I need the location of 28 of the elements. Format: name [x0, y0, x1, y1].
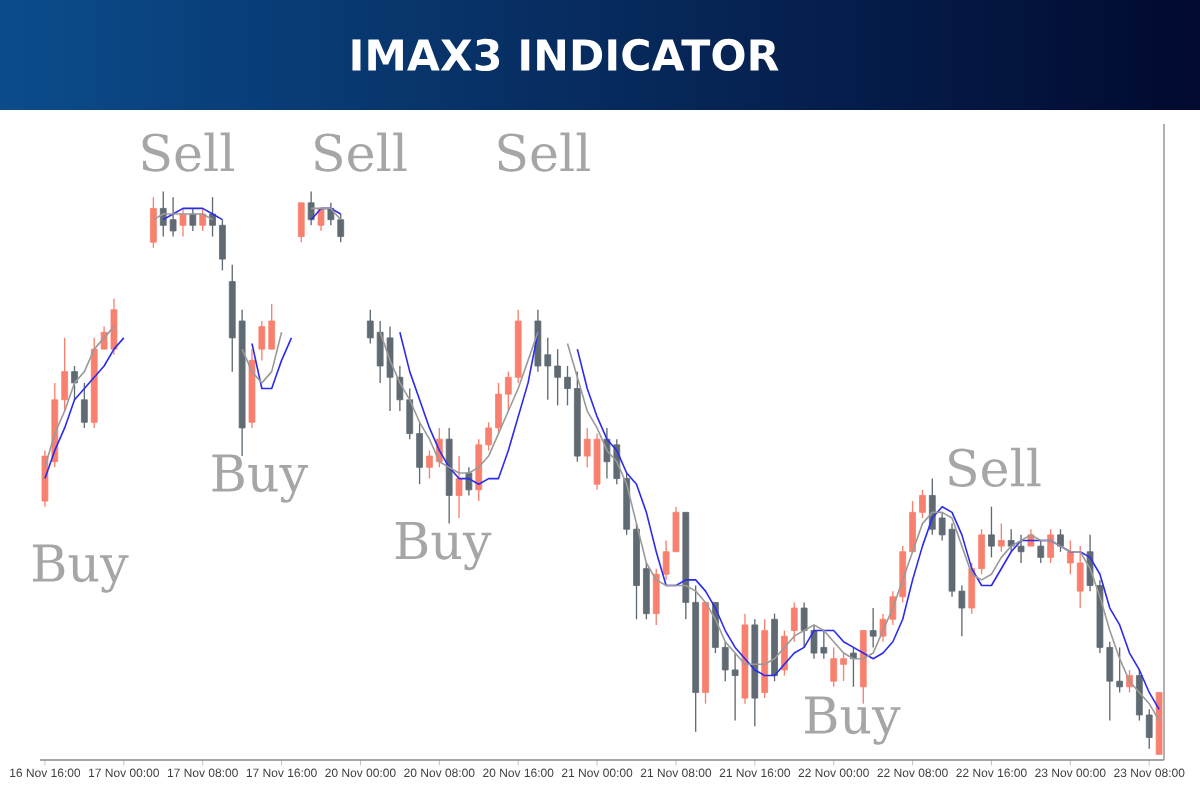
- annotation: Buy: [212, 454, 308, 503]
- candlestick: [150, 196, 157, 249]
- candlestick: [179, 207, 187, 238]
- chart-title: IMAX3 INDICATOR: [352, 38, 779, 72]
- candlestick: [297, 202, 305, 243]
- annotation: Buy: [805, 696, 901, 745]
- candlestick: [199, 207, 207, 232]
- candlestick: [71, 365, 78, 401]
- candlestick: [455, 455, 463, 519]
- candlestick: [307, 190, 315, 226]
- candlestick: [790, 601, 798, 643]
- candlestick: [997, 522, 1005, 553]
- candlestick: [652, 567, 660, 626]
- candlestick: [465, 466, 473, 497]
- candlestick: [850, 646, 857, 688]
- text: Sell: [142, 132, 234, 172]
- annotation: Sell: [949, 447, 1041, 487]
- candlestick: [869, 607, 877, 649]
- text: Sell: [315, 132, 407, 172]
- candlestick: [81, 382, 88, 429]
- candlestick: [1057, 528, 1064, 553]
- text: Sell: [498, 132, 590, 172]
- candlestick: [1037, 539, 1045, 564]
- candlestick: [988, 506, 995, 559]
- annotation: Buy: [33, 544, 129, 593]
- candlestick: [1047, 528, 1054, 564]
- candlestick: [189, 207, 197, 232]
- annotation: Buy: [395, 522, 492, 571]
